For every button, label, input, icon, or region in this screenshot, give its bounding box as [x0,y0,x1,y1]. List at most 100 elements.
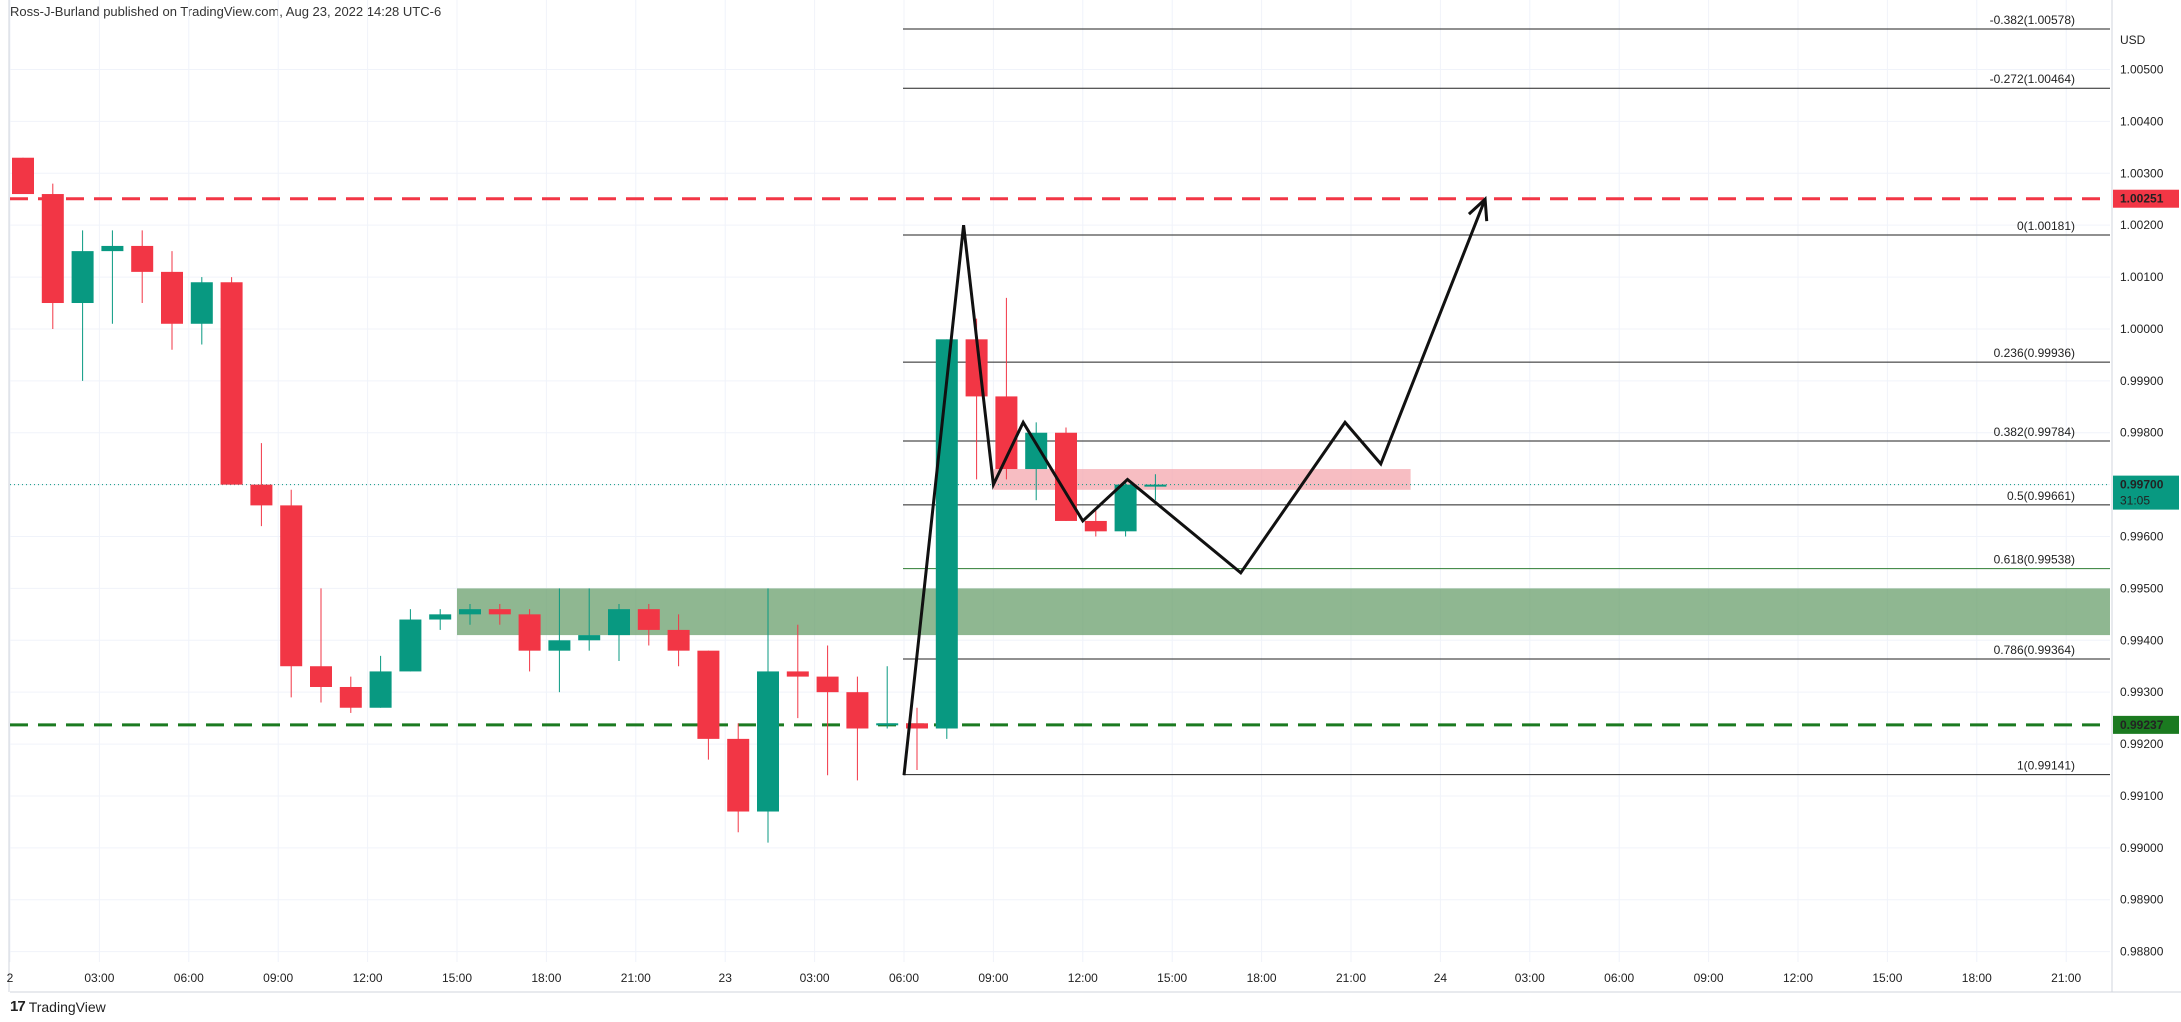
candle-body [548,640,571,651]
price-tick-label: 1.00000 [2120,322,2164,336]
candle-body [667,629,690,651]
green-zone [457,588,2110,636]
price-tick-label: 1.00200 [2120,218,2164,232]
time-tick-label: 12:00 [353,971,383,985]
time-tick-label: 06:00 [889,971,919,985]
candle-body [876,723,899,726]
candle-body [190,282,213,324]
candle-body [250,484,273,506]
time-tick-label: 06:00 [1604,971,1634,985]
time-tick-label: 09:00 [263,971,293,985]
support-price-badge-text: 0.99237 [2120,718,2164,732]
current-price-badge-text: 0.99700 [2120,478,2164,492]
resistance-price-badge-text: 1.00251 [2120,192,2164,206]
support-price-badge [2113,715,2179,734]
tradingview-logo-mark-icon: 17 [10,998,26,1015]
candle-body [1055,432,1077,521]
candle-body [131,245,154,272]
candle-body [280,505,303,667]
price-tick-label: 0.98900 [2120,893,2164,907]
time-tick-label: 2 [7,971,14,985]
price-tick-label: 0.99300 [2120,685,2164,699]
candle-body [339,686,362,708]
current-price-badge [2113,475,2179,510]
fib-level-label: 0.5(0.99661) [2007,489,2075,503]
price-tick-label: 1.00300 [2120,166,2164,180]
axis-layer: USD 1.00500 1.00400 1.00300 1.00200 1.00100 1.… [7,0,2181,993]
candle-body [488,609,511,615]
fib-level-label: -0.382(1.00578) [1990,13,2075,27]
time-tick-label: 23 [719,971,733,985]
candle-body [906,723,928,729]
time-tick-label: 03:00 [800,971,830,985]
fib-level-label: 0(1.00181) [2017,219,2075,233]
tradingview-logo[interactable]: 17 TradingView [10,998,106,1015]
price-tick-label: 1.00400 [2120,114,2164,128]
candle-body [459,609,481,615]
fibonacci-retracement: -0.382(1.00578) -0.272(1.00464) 0(1.00181)… [903,13,2110,776]
time-tick-label: 12:00 [1783,971,1813,985]
time-tick-label: 15:00 [442,971,472,985]
price-tick-label: 0.99100 [2120,789,2164,803]
time-tick-label: 15:00 [1872,971,1902,985]
candle-body [220,282,243,485]
price-tick-label: 0.99600 [2120,530,2164,544]
candle-body [161,271,183,324]
time-tick-label: 09:00 [1694,971,1724,985]
fib-level-label: 0.236(0.99936) [1994,346,2075,360]
candle-body [935,339,958,729]
time-tick-label: 03:00 [84,971,114,985]
candle-body [71,251,94,304]
time-tick-label: 24 [1434,971,1448,985]
projection-path [902,198,1487,776]
candle-body [727,738,750,812]
candle-body [518,614,541,651]
price-tick-label: 0.99000 [2120,841,2164,855]
price-tick-label: 0.99800 [2120,426,2164,440]
price-tick-label: 1.00100 [2120,270,2164,284]
candle-body [995,396,1018,470]
time-tick-label: 06:00 [174,971,204,985]
time-tick-label: 18:00 [1247,971,1277,985]
candle-body [12,157,34,195]
candle-body [1084,520,1107,532]
candle-body [41,194,64,304]
fib-level-label: -0.272(1.00464) [1990,72,2075,86]
candle-body [637,609,660,630]
candle-body [697,650,720,739]
price-tick-label: 0.99900 [2120,374,2164,388]
candle-body [846,692,869,729]
candle-body [429,614,452,620]
candle-body [369,671,392,708]
candle-body [1114,484,1137,532]
candle-body [608,609,630,636]
candle-body [310,666,332,687]
time-tick-label: 21:00 [2051,971,2081,985]
candles-layer [12,157,1167,843]
zone-layer [457,469,2110,636]
time-tick-label: 09:00 [978,971,1008,985]
fib-level-label: 1(0.99141) [2017,759,2075,773]
horizontal-lines [10,197,2110,727]
price-tick-label: 0.99500 [2120,581,2164,595]
candle-body [578,635,601,641]
candle-body [1025,432,1048,470]
price-tick-label: 0.99200 [2120,737,2164,751]
time-tick-label: 12:00 [1068,971,1098,985]
projection-arrowhead-icon [1467,196,1489,222]
projection-path-layer [902,196,1489,776]
fib-level-label: 0.618(0.99538) [1994,553,2075,567]
current-price-badge-countdown: 31:05 [2120,494,2150,508]
price-tick-label: 1.00500 [2120,63,2164,77]
price-tick-label: 0.99400 [2120,633,2164,647]
candle-body [399,619,422,672]
price-tick-label: 0.98800 [2120,945,2164,959]
fib-level-label: 0.382(0.99784) [1994,425,2075,439]
publisher-caption: Ross-J-Burland published on TradingView.… [10,4,442,19]
time-tick-label: 18:00 [531,971,561,985]
candle-body [757,671,779,812]
currency-label: USD [2120,33,2146,47]
time-tick-label: 21:00 [1336,971,1366,985]
candle-body [1144,484,1167,487]
